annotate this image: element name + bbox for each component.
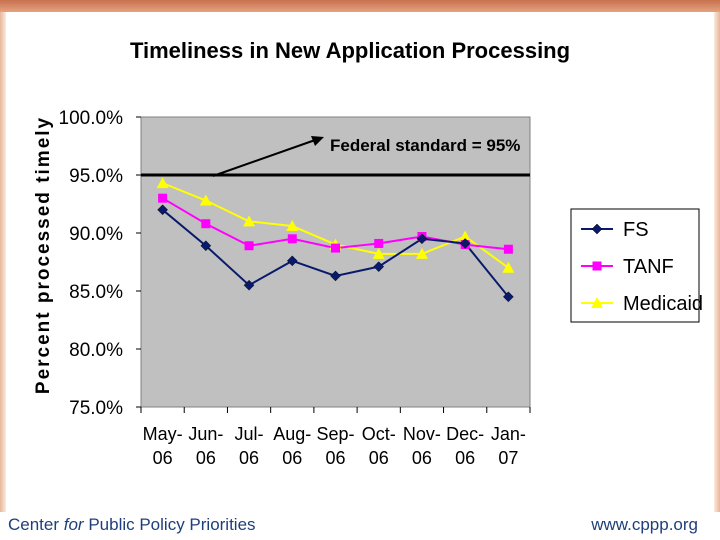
top-decorative-band xyxy=(0,0,720,12)
x-tick-label-line1: Jun- xyxy=(188,424,223,444)
x-tick-label-line2: 06 xyxy=(325,448,345,468)
legend-marker-medicaid xyxy=(591,297,603,308)
x-tick-label-line1: Jul- xyxy=(235,424,264,444)
y-tick-label: 75.0% xyxy=(69,398,123,419)
x-tick-label-line1: Jan- xyxy=(491,424,526,444)
data-point-medicaid xyxy=(459,230,472,242)
x-tick-label-line1: Aug- xyxy=(273,424,311,444)
footer-org-italic: for xyxy=(63,515,84,534)
timeliness-chart: Timeliness in New Application Processing… xyxy=(33,38,703,468)
data-point-medicaid xyxy=(415,247,428,259)
x-tick-label-line2: 06 xyxy=(239,448,259,468)
legend-marker-tanf xyxy=(592,261,602,271)
x-tick-label-line1: Oct- xyxy=(362,424,396,444)
annotation-text: Federal standard = 95% xyxy=(330,136,520,155)
x-tick-label-line2: 06 xyxy=(153,448,173,468)
data-point-tanf xyxy=(201,219,211,229)
legend-label-tanf: TANF xyxy=(623,256,674,278)
data-point-tanf xyxy=(158,193,168,203)
legend-marker-fs xyxy=(591,223,603,235)
data-point-tanf xyxy=(503,244,513,254)
y-tick-label: 80.0% xyxy=(69,340,123,361)
data-point-medicaid xyxy=(243,215,256,227)
data-point-fs xyxy=(330,270,341,282)
data-point-medicaid xyxy=(372,247,385,259)
chart-title: Timeliness in New Application Processing xyxy=(130,38,570,63)
data-point-tanf xyxy=(374,238,384,248)
y-tick-label: 95.0% xyxy=(69,166,123,187)
footer-org-part-1: Center xyxy=(8,515,64,534)
data-point-fs xyxy=(243,279,255,291)
footer-url: www.cppp.org xyxy=(591,515,698,534)
data-point-fs xyxy=(373,261,385,272)
data-point-tanf xyxy=(244,241,254,251)
y-tick-label: 100.0% xyxy=(59,108,124,129)
data-point-medicaid xyxy=(286,220,299,232)
x-tick-label-line2: 06 xyxy=(282,448,302,468)
legend-label-medicaid: Medicaid xyxy=(623,293,703,315)
data-point-fs xyxy=(416,233,428,245)
legend-label-fs: FS xyxy=(623,219,649,241)
x-tick-label-line1: Sep- xyxy=(316,424,354,444)
data-point-medicaid xyxy=(502,261,515,273)
x-tick-label-line2: 07 xyxy=(498,448,518,468)
data-point-medicaid xyxy=(156,177,169,189)
x-tick-label-line2: 06 xyxy=(412,448,432,468)
data-point-fs xyxy=(157,204,168,216)
right-decorative-band xyxy=(714,12,720,512)
y-tick-label: 85.0% xyxy=(69,282,123,303)
footer-org-part-2: Public Policy Priorities xyxy=(83,515,256,534)
plot-area xyxy=(140,116,531,408)
footer-organization: Center for Public Policy Priorities xyxy=(8,515,256,535)
annotation-arrow-shaft xyxy=(212,138,319,177)
x-tick-label-line2: 06 xyxy=(196,448,216,468)
left-decorative-band xyxy=(0,12,6,512)
data-point-medicaid xyxy=(199,194,212,206)
y-axis-title: Percent processed timely xyxy=(33,116,54,394)
y-tick-label: 90.0% xyxy=(69,224,123,245)
chart-frame: Timeliness in New Application Processing… xyxy=(8,14,710,500)
x-tick-label-line2: 06 xyxy=(369,448,389,468)
x-tick-label-line1: Dec- xyxy=(446,424,484,444)
x-tick-label-line2: 06 xyxy=(455,448,475,468)
data-point-tanf xyxy=(287,234,297,244)
annotation-arrowhead xyxy=(311,136,324,146)
x-tick-label-line1: Nov- xyxy=(403,424,441,444)
data-point-fs xyxy=(503,291,514,303)
data-point-fs xyxy=(286,255,298,267)
data-point-tanf xyxy=(331,243,340,253)
data-point-fs xyxy=(459,238,471,249)
data-point-fs xyxy=(200,240,212,252)
x-tick-label-line1: May- xyxy=(143,424,183,444)
